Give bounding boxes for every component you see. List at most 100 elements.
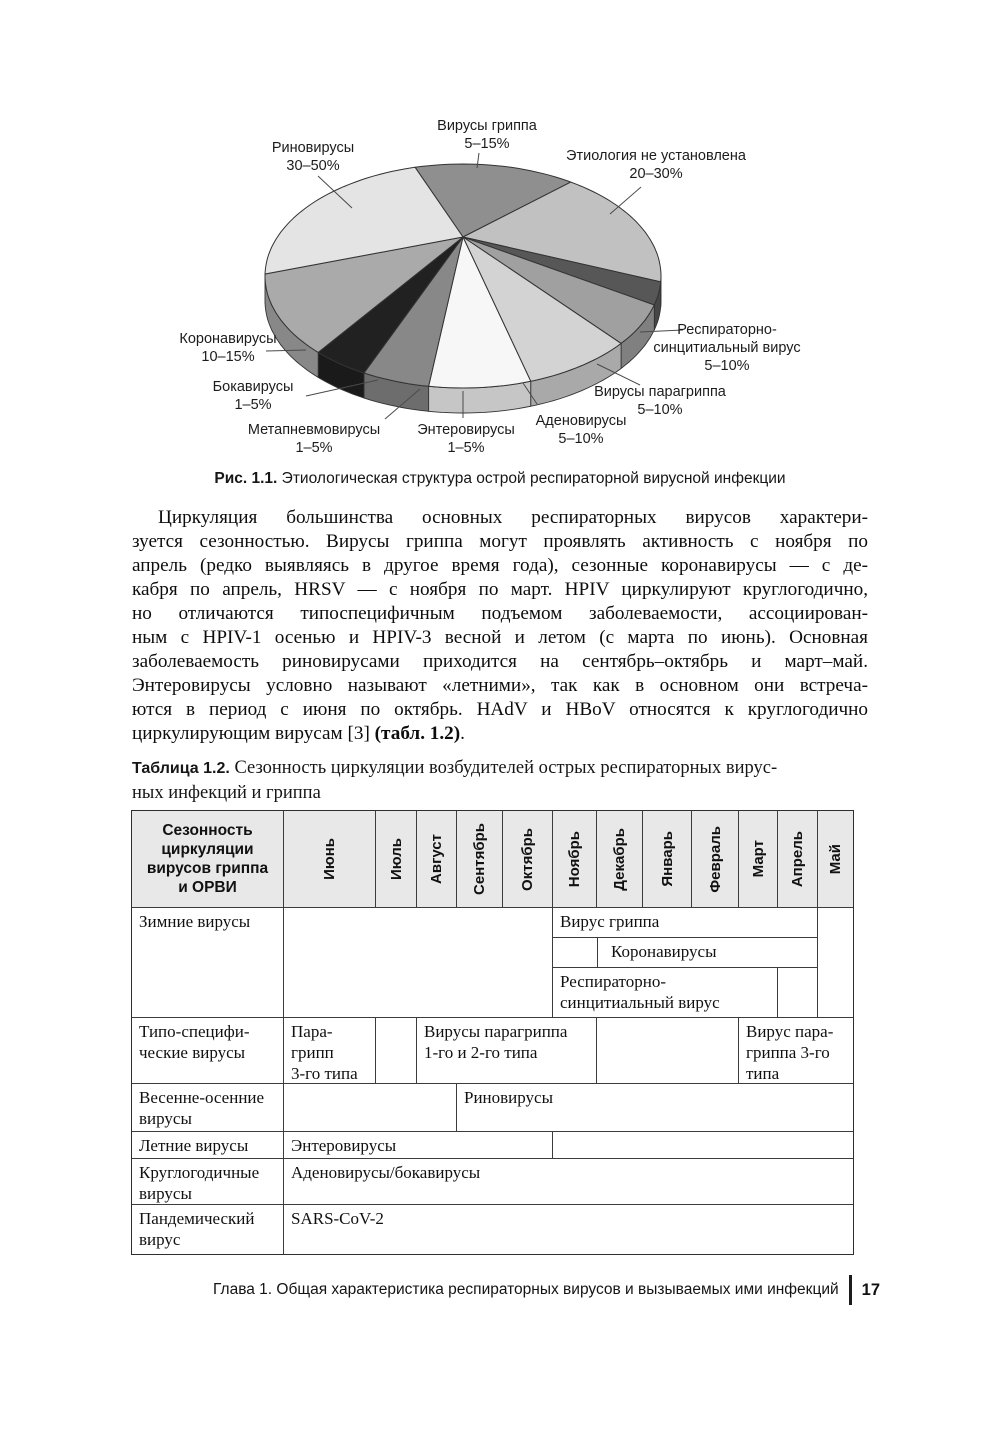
table-caption-label: Таблица 1.2. [132,760,230,777]
figure-caption-text: Этиологическая структура острой респират… [281,470,786,487]
table-caption-line1: Таблица 1.2. Сезонность циркуляции возбу… [132,756,868,781]
table-caption: Таблица 1.2. Сезонность циркуляции возбу… [132,756,868,805]
row-label-springautumn: Весенне-осенние вирусы [132,1084,284,1131]
pie-slice-риновирусы [264,166,464,275]
pie-label-name: Энтеровирусы [417,422,515,438]
pie-leader-line-0 [476,152,480,169]
pie-label-coronavirus: Коронавирусы 10–15% [179,330,276,366]
month-january: Январь [643,811,692,907]
paragraph-line: заболеваемость риновирусами приходится н… [132,651,868,672]
pie-leader-line-3 [596,363,641,386]
cell-parainfluenza-1-2: Вирусы парагриппа 1-го и 2-го типа [417,1018,597,1083]
paragraph-line: апрель (редко выявляясь в другое время г… [132,555,868,576]
cell-influenza-virus: Вирус гриппа [553,908,818,938]
pie-label-range: 30–50% [286,158,340,174]
pie-label-rsv: Респираторно-синцитиальный вирус 5–10% [638,321,816,375]
table-header-row: Сезонность циркуляции вирусов гриппа и ОРВИ… [132,811,853,907]
paragraph-line: Энтеровирусы условно называют «летними»,… [132,675,868,696]
pie-label-range: 5–10% [704,358,750,374]
pie-label-range: 1–5% [295,440,333,456]
summer-empty-nov-may [553,1132,853,1158]
cell-coronaviruses: Коронавирусы [597,938,818,968]
winter-empty-jun-oct [284,908,553,1018]
figure-caption: Рис. 1.1. Этиологическая структура остро… [132,470,868,488]
row-label-winter: Зимние вирусы [132,908,284,1018]
table-corner-cell: Сезонность циркуляции вирусов гриппа и ОРВИ [132,811,284,907]
page-footer: Глава 1. Общая характеристика респиратор… [132,1274,880,1306]
pie-label-adenovirus: Аденовирусы 5–10% [536,412,627,448]
pie-slice-вирусы [462,236,655,344]
month-december: Декабрь [597,811,643,907]
month-august: Август [417,811,457,907]
seasonality-table: Сезонность циркуляции вирусов гриппа и ОРВИ… [131,810,854,1255]
pie-leader-line-4 [522,382,538,405]
winter-empty-november [553,938,597,968]
pie-label-bocavirus: Бокавирусы 1–5% [213,378,294,414]
cell-parainfluenza-3-spring: Вирус пара-гриппа 3-го типа [746,1022,834,1083]
paragraph-line: зуется сезонностью. Вирусы гриппа могут … [132,531,868,552]
month-april: Апрель [778,811,818,907]
pie-label-enterovirus: Энтеровирусы 1–5% [417,421,515,457]
body-paragraph: Циркуляция большинства основных респират… [132,506,868,746]
row-label-typespecific: Типо-специфи-ческие вирусы [132,1018,284,1083]
pie-slice-респираторно-синцитиальный [462,236,662,306]
footer-page-number: 17 [861,1280,880,1299]
footer-divider [848,1275,852,1305]
paragraph-line: ются в период с июня по октябрь. HAdV и … [132,699,868,720]
cell-enteroviruses: Энтеровирусы [284,1132,553,1158]
paragraph-line: ным с HPIV-1 осенью и HPIV-3 весной и ле… [132,627,869,648]
pie-label-range: 1–5% [234,397,272,413]
paragraph-line: циркулирующим вирусам [3] (табл. 1.2). [132,723,465,744]
pie-slice-метапневмовирусы [363,236,464,387]
row-label-pandemic: Пандемический вирус [132,1205,284,1254]
month-october: Октябрь [503,811,553,907]
pie-label-name: Метапневмовирусы [247,422,381,438]
table-row-winter: Зимние вирусы Вирус гриппа Коронавирусы … [132,907,853,1018]
pie-label-name: Аденовирусы [535,413,627,429]
pie-label-parainfluenza: Вирусы парагриппа 5–10% [594,383,726,419]
typespecific-empty-july [376,1018,417,1083]
pie-slice-этиология [462,181,662,283]
pie-label-metapneumovirus: Метапневмовирусы 1–5% [248,421,380,457]
month-november: Ноябрь [553,811,597,907]
table-row-springautumn: Весенне-осенние вирусы Риновирусы [132,1083,853,1131]
pie-slice-бокавирусы [317,236,464,374]
pie-label-range: 20–30% [629,166,683,182]
pie-label-range: 10–15% [201,349,255,365]
pie-label-name: Бокавирусы [212,379,294,395]
pie-label-range: 5–15% [464,136,510,152]
pie-label-influenza: Вирусы гриппа 5–15% [437,117,537,153]
table-caption-text2: ных инфекций и гриппа [132,783,321,803]
pie-label-name: Коронавирусы [179,331,277,347]
pie-slice-аденовирусы [462,236,622,382]
pie-label-range: 1–5% [447,440,485,456]
footer-chapter-title: Глава 1. Общая характеристика респиратор… [213,1281,839,1298]
row-label-summer: Летние вирусы [132,1132,284,1158]
pie-leader-line-6 [384,388,421,420]
pie-leader-line-1 [609,186,642,215]
pie-label-name: Вирусы гриппа [437,118,537,134]
table-row-pandemic: Пандемический вирус SARS-CoV-2 [132,1204,853,1254]
pie-label-rhinovirus: Риновирусы 30–50% [272,139,354,175]
pie-leader-line-2 [639,329,684,333]
paragraph-line: кабря по апрель, HRSV — с ноября по март… [132,579,868,600]
table-row-typespecific: Типо-специфи-ческие вирусы Пара-грипп 3-г… [132,1017,853,1083]
month-march: Март [739,811,778,907]
pie-chart [264,152,684,420]
cell-adenoviruses-bocaviruses: Аденовирусы/бокавирусы [291,1163,481,1182]
cell-rhinoviruses: Риновирусы [464,1088,554,1107]
pie-slice-коронавирусы [264,236,464,353]
pie-leader-line-7 [305,379,379,397]
paragraph-line: Циркуляция большинства основных респират… [158,507,868,528]
month-september: Сентябрь [457,811,503,907]
cell-sars-cov-2: SARS-CoV-2 [291,1209,384,1228]
springautumn-empty-jun-aug [284,1084,457,1131]
pie-label-unknown-etiology: Этиология не установлена 20–30% [566,147,746,183]
month-may: Май [827,843,844,875]
paragraph-line: но отличаются типоспецифичным подъемом з… [132,603,868,624]
figure-caption-label: Рис. 1.1. [214,470,278,487]
month-july: Июль [376,811,417,907]
pie-slice-энтеровирусы [428,236,532,389]
pie-slice-вирусы [414,163,572,238]
